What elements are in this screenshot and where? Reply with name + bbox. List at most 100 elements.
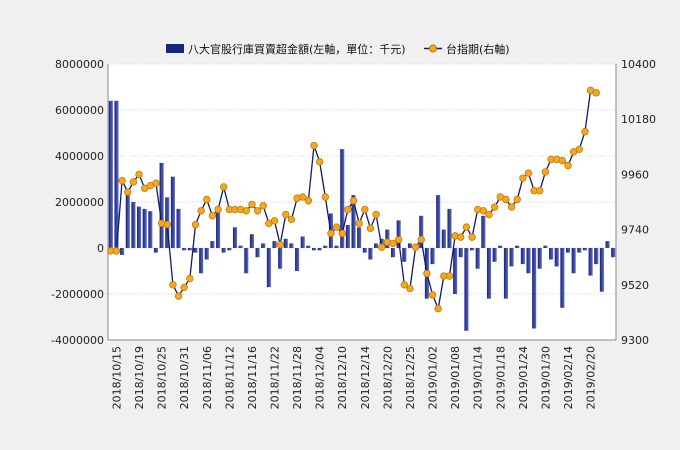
x-tick-label: 2018/11/22 <box>269 346 282 409</box>
line-point <box>315 158 324 166</box>
bar <box>436 195 441 248</box>
x-tick-label: 2018/12/20 <box>381 346 394 409</box>
bar <box>345 225 350 248</box>
bar <box>537 248 542 269</box>
line-point <box>423 269 431 278</box>
line-point <box>276 240 284 249</box>
line-point <box>332 223 341 231</box>
bar <box>577 248 582 253</box>
bar <box>486 248 492 299</box>
line-point <box>417 235 425 244</box>
bar <box>430 248 435 265</box>
bar <box>334 245 339 248</box>
line-point <box>507 203 516 211</box>
line-point <box>378 243 386 251</box>
line-point <box>361 205 369 214</box>
line-point <box>135 170 143 179</box>
line-point <box>321 193 330 201</box>
y-right-tick-label: 10400 <box>621 58 656 71</box>
bar <box>441 229 446 248</box>
x-tick-label: 2018/12/10 <box>336 346 349 409</box>
line-point <box>304 197 313 205</box>
bar <box>131 202 136 248</box>
bar <box>170 176 175 248</box>
bar <box>554 248 559 267</box>
line-point <box>124 188 132 196</box>
line-point <box>129 178 138 186</box>
x-tick-label: 2019/02/14 <box>562 346 575 409</box>
line-point <box>564 161 572 170</box>
x-tick-label: 2019/01/02 <box>427 346 440 409</box>
bar <box>227 248 232 251</box>
legend-bar-swatch <box>166 44 184 53</box>
bar <box>148 211 153 248</box>
x-tick-label: 2018/11/28 <box>291 346 304 409</box>
y-left-tick-label: 8000000 <box>55 58 104 71</box>
line-point <box>169 281 177 289</box>
line-point <box>242 207 250 215</box>
bar <box>492 248 497 262</box>
y-right-tick-label: 9960 <box>621 168 649 181</box>
line-point <box>186 274 194 283</box>
line-point <box>428 291 437 299</box>
bar <box>295 248 300 271</box>
bar <box>368 248 373 260</box>
x-tick-label: 2018/12/04 <box>314 346 327 409</box>
bar <box>402 248 407 262</box>
line-point <box>112 247 121 255</box>
bar <box>108 100 113 248</box>
bar <box>351 195 356 248</box>
line-point <box>310 141 318 150</box>
bar <box>159 162 164 248</box>
line-point <box>372 210 380 219</box>
bar <box>142 208 147 248</box>
bar <box>605 241 610 248</box>
x-tick-label: 2018/10/31 <box>178 346 191 409</box>
y-left-tick-label: 4000000 <box>55 150 104 163</box>
line-point <box>338 229 346 238</box>
line-point <box>575 145 584 154</box>
bar <box>199 248 204 274</box>
line-point <box>524 169 533 177</box>
bar <box>599 248 604 292</box>
y-left-tick-label: 6000000 <box>55 104 104 117</box>
line-point <box>253 207 262 215</box>
line-point <box>445 272 454 280</box>
bar <box>249 234 254 248</box>
bar <box>374 243 379 248</box>
line-point <box>592 89 600 97</box>
line-point <box>220 183 228 191</box>
line-point <box>282 210 290 219</box>
line-point <box>259 202 267 210</box>
bar <box>470 248 475 251</box>
bar <box>137 206 142 248</box>
bar <box>362 248 367 253</box>
bar <box>323 245 328 248</box>
bar <box>204 248 209 260</box>
line-point <box>287 215 296 224</box>
x-tick-label: 2018/11/12 <box>223 346 236 409</box>
bar <box>283 238 288 248</box>
bar <box>300 236 305 248</box>
line-point <box>394 235 403 244</box>
bar <box>391 248 396 258</box>
line-point <box>406 284 414 293</box>
bar <box>311 248 317 251</box>
line-point <box>118 176 126 185</box>
bar <box>475 248 480 269</box>
bar <box>306 245 311 248</box>
y-left-tick-label: 0 <box>97 242 104 255</box>
line-point <box>462 223 471 231</box>
line-point <box>389 239 397 248</box>
line-point <box>203 195 211 204</box>
bar <box>125 192 130 248</box>
bar <box>182 248 187 251</box>
x-tick-label: 2018/10/15 <box>110 346 123 409</box>
y-right-tick-label: 9520 <box>621 279 649 292</box>
line-point <box>163 220 171 229</box>
x-tick-label: 2018/12/25 <box>404 346 417 409</box>
bar <box>357 227 362 248</box>
bar <box>396 220 401 248</box>
plot-background <box>108 64 616 340</box>
